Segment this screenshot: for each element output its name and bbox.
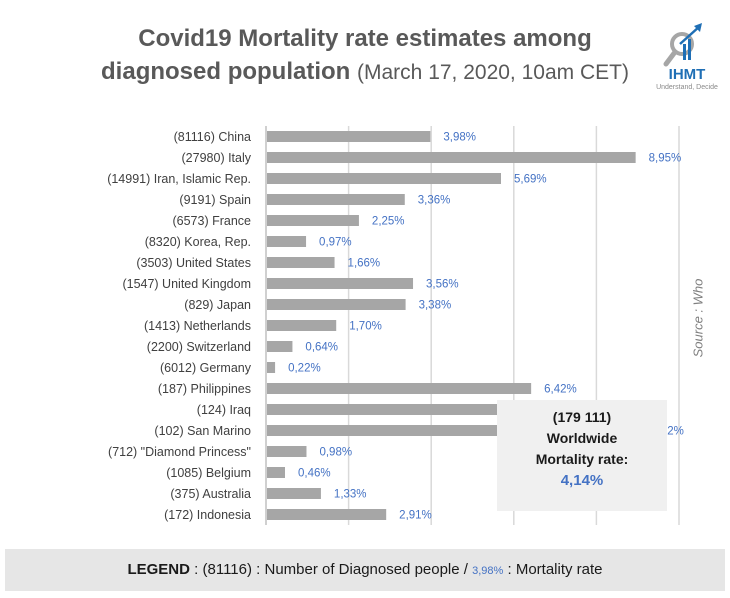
- category-label: (1085) Belgium: [166, 466, 251, 480]
- value-label: 6,42%: [544, 384, 577, 396]
- source-note: Source : Who: [690, 278, 706, 358]
- category-label: (6573) France: [172, 214, 251, 228]
- bar: [267, 404, 599, 415]
- legend-example-count: (81116): [202, 561, 252, 578]
- category-label: (1547) United Kingdom: [122, 277, 251, 291]
- value-label: 3,98%: [443, 132, 476, 144]
- category-label: (124) Iraq: [197, 403, 251, 417]
- category-label: (1413) Netherlands: [144, 319, 251, 333]
- bar: [267, 383, 532, 394]
- bar: [267, 236, 307, 247]
- bar: [267, 215, 359, 226]
- bar: [267, 299, 406, 310]
- title-line-2-bold: diagnosed population: [101, 58, 351, 85]
- title-date: (March 17, 2020, 10am CET): [357, 61, 629, 84]
- worldwide-count: (179 111): [552, 409, 612, 425]
- category-label: (81116) China: [174, 130, 251, 144]
- value-label: 5,69%: [514, 174, 547, 186]
- bar: [267, 194, 405, 205]
- value-label: 0,97%: [319, 237, 352, 249]
- bar: [267, 341, 293, 352]
- category-label: (14991) Iran, Islamic Rep.: [107, 172, 251, 186]
- category-labels: (81116) China (27980) Italy (14991) Iran, …: [107, 130, 252, 522]
- category-label: (27980) Italy: [182, 151, 252, 165]
- legend-count-desc: : Number of Diagnosed people /: [251, 561, 473, 578]
- bar: [267, 509, 387, 520]
- logo-tagline: Understand, Decide: [656, 84, 718, 91]
- bar: [267, 152, 636, 163]
- value-label: 0,98%: [319, 447, 352, 459]
- bar: [267, 173, 501, 184]
- legend-bar: LEGEND : (81116) : Number of Diagnosed p…: [5, 549, 725, 591]
- magnifier-growth-arrow-icon: [663, 23, 702, 67]
- category-label: (172) Indonesia: [164, 508, 251, 522]
- worldwide-rate: 4,14%: [560, 472, 604, 489]
- chart-title: Covid19 Mortality rate estimates among d…: [0, 22, 730, 89]
- value-label: 1,33%: [334, 489, 367, 501]
- category-label: (6012) Germany: [160, 361, 252, 375]
- value-label: 2%: [667, 426, 684, 438]
- value-label: 1,70%: [349, 321, 382, 333]
- logo-name: IHMT: [668, 66, 706, 83]
- value-label: 3,36%: [418, 195, 451, 207]
- legend-sep: :: [189, 561, 203, 578]
- ihmt-logo: IHMT Understand, Decide: [652, 22, 722, 100]
- title-line-1: Covid19 Mortality rate estimates among: [138, 25, 592, 52]
- category-label: (3503) United States: [136, 256, 251, 270]
- category-label: (712) "Diamond Princess": [108, 445, 251, 459]
- bar: [267, 425, 631, 436]
- value-label: 2,91%: [399, 510, 432, 522]
- worldwide-summary-box: (179 111) Worldwide Mortality rate: 4,14…: [497, 400, 667, 511]
- legend-example-rate: 3,98%: [472, 565, 504, 577]
- bar: [267, 257, 335, 268]
- bar-chart: (81116) China (27980) Italy (14991) Iran, …: [107, 126, 684, 525]
- bar: [267, 446, 307, 457]
- category-label: (8320) Korea, Rep.: [145, 235, 251, 249]
- value-label: 0,64%: [305, 342, 338, 354]
- category-label: (375) Australia: [170, 487, 251, 501]
- value-label: 1,66%: [348, 258, 381, 270]
- bar: [267, 278, 414, 289]
- bar: [267, 131, 431, 142]
- value-labels: 3,98% 8,95% 5,69% 3,36% 2,25% 0,97% 1,66% 3,56%…: [288, 132, 684, 522]
- legend-rate-desc: : Mortality rate: [503, 561, 603, 578]
- category-label: (187) Philippines: [158, 382, 251, 396]
- bar: [267, 488, 321, 499]
- category-label: (9191) Spain: [179, 193, 251, 207]
- category-label: (829) Japan: [184, 298, 251, 312]
- bar: [267, 467, 285, 478]
- bars: [267, 131, 636, 520]
- value-label: 3,38%: [419, 300, 452, 312]
- value-label: 2,25%: [372, 216, 405, 228]
- bar: [267, 320, 337, 331]
- value-label: 3,56%: [426, 279, 459, 291]
- category-label: (2200) Switzerland: [147, 340, 251, 354]
- worldwide-label: Worldwide: [546, 430, 618, 446]
- value-label: 0,22%: [288, 363, 321, 375]
- legend-key: LEGEND: [127, 561, 190, 578]
- title-line-2: diagnosed population (March 17, 2020, 10…: [0, 55, 730, 89]
- bar: [267, 362, 276, 373]
- category-label: (102) San Marino: [154, 424, 251, 438]
- mortality-rate-label: Mortality rate:: [535, 451, 629, 467]
- value-label: 8,95%: [649, 153, 682, 165]
- value-label: 0,46%: [298, 468, 331, 480]
